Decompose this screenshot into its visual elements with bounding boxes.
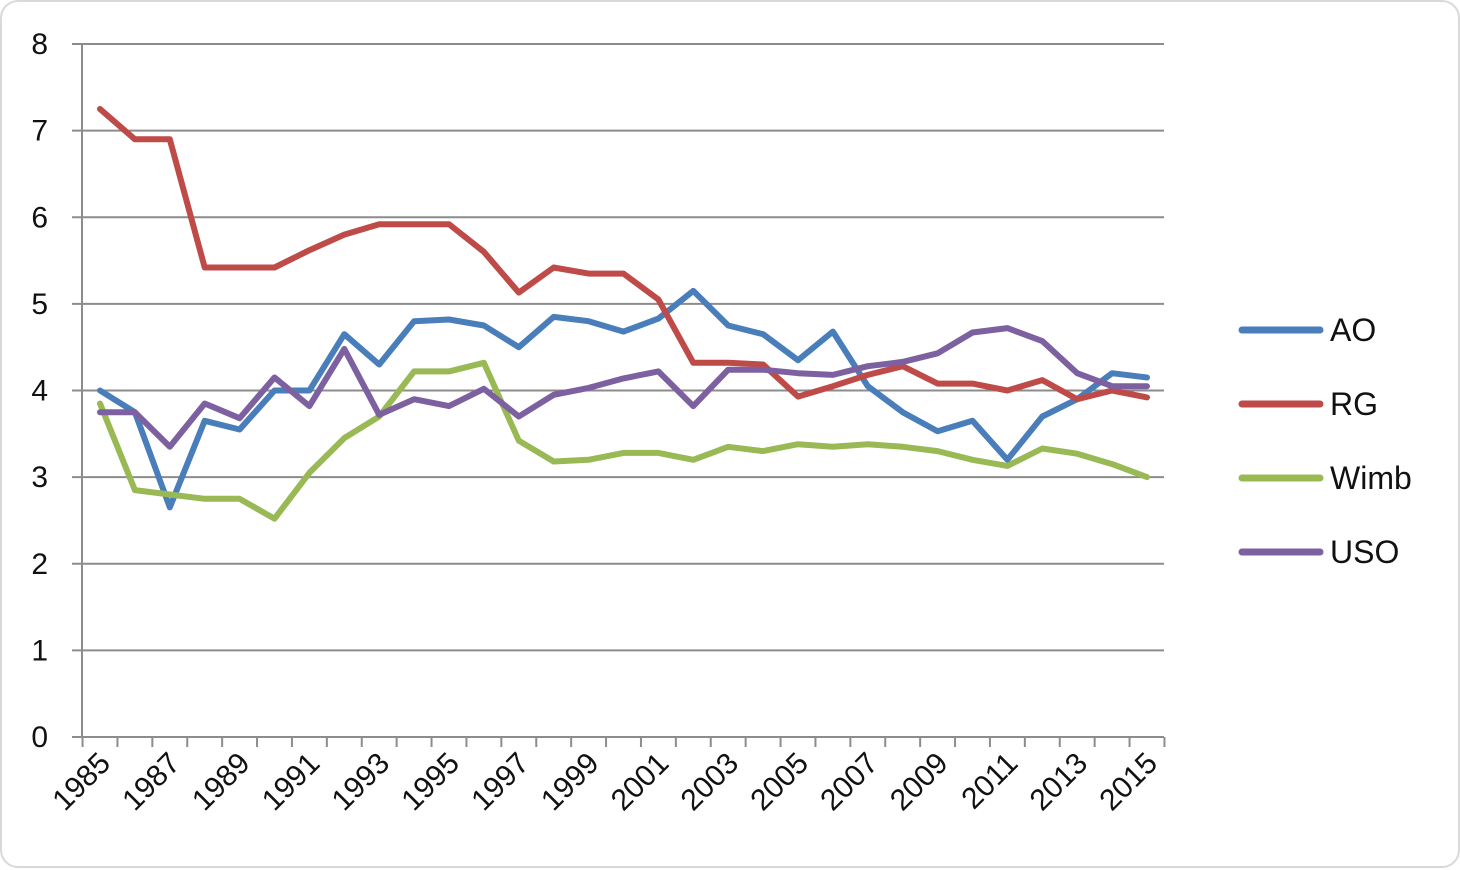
legend-label-rg: RG — [1330, 386, 1378, 422]
x-tick-label: 2007 — [814, 747, 885, 818]
x-tick-label: 2011 — [955, 747, 1024, 816]
series-line-wimb — [97, 359, 1150, 522]
y-tick-label: 2 — [31, 548, 48, 581]
y-tick-label: 4 — [31, 375, 48, 408]
x-tick-label: 1989 — [186, 747, 257, 818]
y-tick-label: 1 — [31, 634, 48, 667]
series-lines — [97, 106, 1150, 522]
x-tick-label: 2013 — [1024, 747, 1095, 818]
y-tick-label: 3 — [31, 461, 48, 494]
legend-label-ao: AO — [1330, 312, 1376, 348]
y-tick-label: 7 — [31, 115, 48, 148]
y-tick-label: 5 — [31, 288, 48, 321]
x-tick-label: 1985 — [46, 747, 117, 818]
x-tick-label: 1999 — [535, 747, 606, 818]
x-tick-label: 1991 — [256, 747, 327, 818]
x-tick-label: 2005 — [744, 747, 815, 818]
x-tick-label: 2015 — [1093, 747, 1164, 818]
x-tick-label: 1995 — [395, 747, 466, 818]
x-tick-label: 1993 — [326, 747, 397, 818]
series-line-rg — [97, 106, 1150, 403]
series-line-uso — [97, 325, 1150, 450]
axes — [72, 43, 1166, 747]
series-line-ao — [97, 287, 1150, 511]
y-tick-label: 6 — [31, 201, 48, 234]
y-tick-label: 0 — [31, 721, 48, 754]
x-tick-label: 2001 — [605, 747, 676, 818]
legend: AO RG Wimb USO — [1238, 312, 1412, 570]
legend-label-uso: USO — [1330, 534, 1399, 570]
gridlines — [82, 43, 1164, 652]
x-tick-label: 1997 — [465, 747, 536, 818]
x-tick-label: 2009 — [884, 747, 955, 818]
x-tick-label: 2003 — [675, 747, 746, 818]
y-tick-label: 8 — [31, 28, 48, 61]
x-tick-label: 1987 — [116, 747, 187, 818]
legend-label-wimb: Wimb — [1330, 460, 1412, 496]
